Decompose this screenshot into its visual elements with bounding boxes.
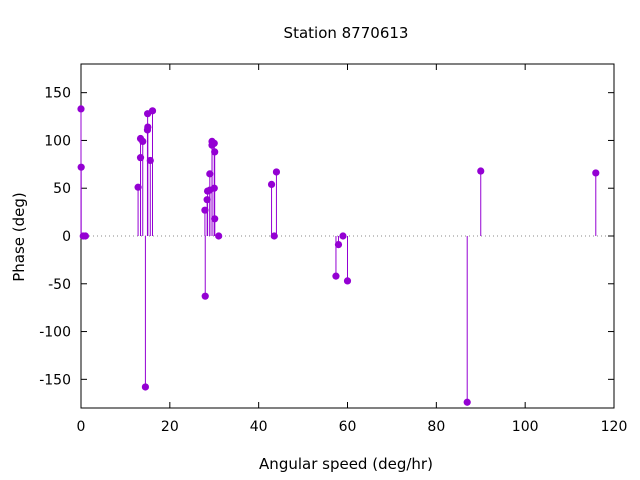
data-point bbox=[339, 232, 347, 240]
y-tick-label: 150 bbox=[44, 86, 71, 102]
data-point bbox=[211, 148, 219, 156]
chart-title: Station 8770613 bbox=[284, 24, 409, 42]
data-point bbox=[81, 232, 90, 240]
y-tick-label: -150 bbox=[39, 372, 71, 388]
data-point bbox=[215, 232, 223, 240]
data-point bbox=[148, 107, 157, 115]
data-point bbox=[343, 277, 352, 285]
data-point bbox=[332, 272, 340, 280]
y-axis-label: Phase (deg) bbox=[10, 192, 28, 282]
x-tick-label: 60 bbox=[339, 419, 357, 435]
y-axis: -150 -100 -50 0 50 100 150 bbox=[39, 86, 614, 388]
data-point bbox=[334, 241, 343, 249]
data-point bbox=[477, 167, 485, 175]
data-point bbox=[141, 383, 150, 391]
series bbox=[77, 105, 600, 406]
y-tick-label: -50 bbox=[48, 277, 71, 293]
y-tick-label: -100 bbox=[39, 325, 71, 341]
data-point bbox=[139, 137, 147, 145]
data-point bbox=[272, 168, 281, 176]
x-tick-label: 40 bbox=[250, 419, 268, 435]
y-tick-label: 50 bbox=[53, 181, 71, 197]
x-tick-label: 100 bbox=[512, 419, 539, 435]
y-tick-label: 100 bbox=[44, 133, 71, 149]
x-axis: 0 20 40 60 80 100 120 bbox=[77, 64, 628, 435]
x-tick-label: 120 bbox=[601, 419, 628, 435]
data-point bbox=[592, 169, 600, 177]
data-point bbox=[267, 180, 276, 188]
x-axis-label: Angular speed (deg/hr) bbox=[259, 455, 433, 473]
x-tick-label: 0 bbox=[77, 419, 86, 435]
x-tick-label: 20 bbox=[161, 419, 179, 435]
data-point bbox=[463, 398, 471, 406]
x-tick-label: 80 bbox=[427, 419, 445, 435]
data-point bbox=[210, 139, 218, 147]
data-point bbox=[134, 183, 142, 191]
data-point bbox=[201, 292, 209, 300]
y-tick-label: 0 bbox=[62, 229, 71, 245]
data-point bbox=[77, 105, 85, 113]
data-point bbox=[77, 163, 85, 171]
